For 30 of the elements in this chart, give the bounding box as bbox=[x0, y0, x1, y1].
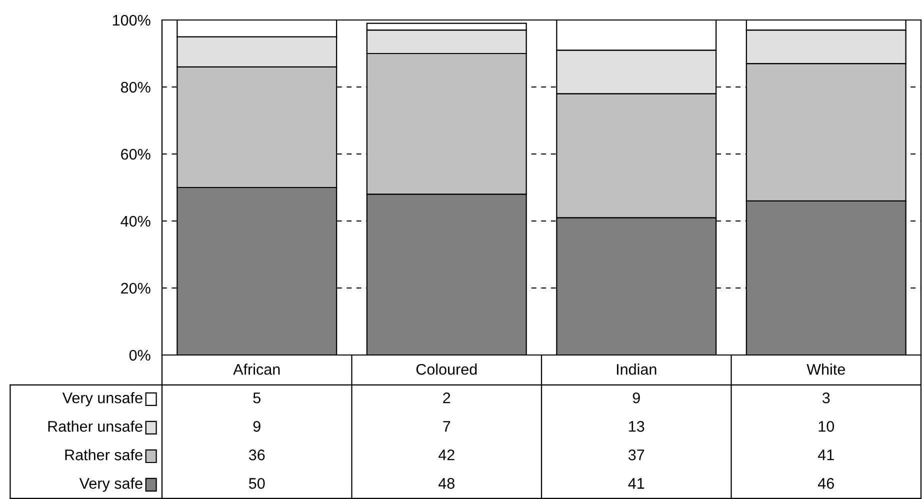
data-label: 48 bbox=[438, 478, 454, 489]
legend-label: Very unsafe bbox=[62, 392, 142, 406]
y-tick-label: 0% bbox=[129, 350, 150, 361]
data-label: 2 bbox=[443, 392, 450, 404]
legend-label: Rather unsafe bbox=[48, 420, 142, 432]
legend-label: Very safe bbox=[79, 478, 142, 492]
data-label: 9 bbox=[253, 420, 260, 432]
y-tick-label: 80% bbox=[120, 82, 150, 93]
data-label: 13 bbox=[629, 420, 644, 432]
data-label: 3 bbox=[822, 392, 830, 404]
data-label: 46 bbox=[818, 478, 834, 489]
legend-label: Rather safe bbox=[65, 449, 142, 460]
data-label: 37 bbox=[628, 450, 644, 460]
y-tick-label: 100% bbox=[112, 14, 150, 26]
x-tick-label: Indian bbox=[616, 364, 656, 375]
x-tick-label: Coloured bbox=[416, 364, 477, 375]
data-label: 41 bbox=[818, 450, 834, 460]
data-label: 7 bbox=[443, 421, 450, 432]
x-tick-label: White bbox=[806, 364, 845, 375]
data-label: 9 bbox=[632, 392, 640, 404]
y-tick-label: 60% bbox=[121, 148, 150, 160]
data-label: 36 bbox=[248, 450, 265, 460]
data-label: 42 bbox=[438, 450, 454, 460]
y-tick-label: 40% bbox=[120, 216, 150, 227]
y-tick-label: 20% bbox=[121, 282, 150, 294]
data-label: 50 bbox=[248, 478, 265, 489]
data-label: 41 bbox=[628, 478, 644, 489]
x-tick-label: African bbox=[233, 364, 280, 375]
data-label: 5 bbox=[253, 392, 260, 404]
data-label: 10 bbox=[818, 420, 834, 432]
